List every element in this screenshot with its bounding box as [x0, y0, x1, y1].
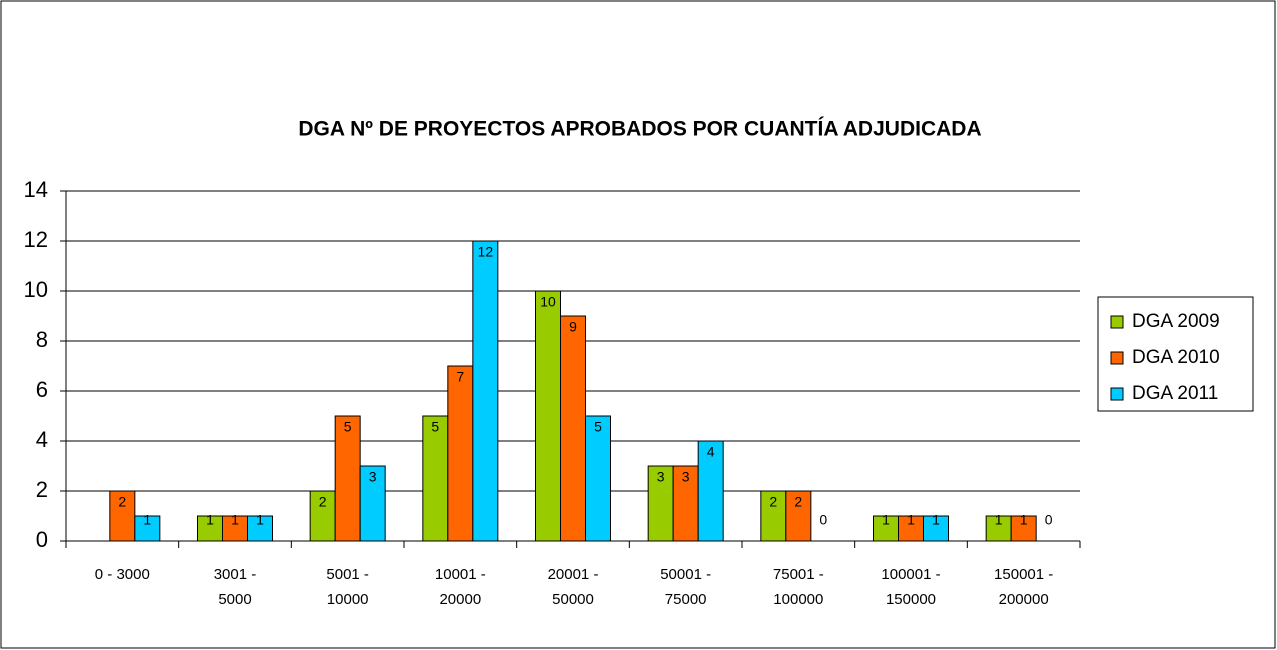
bar	[785, 490, 812, 542]
bar	[197, 515, 223, 542]
y-tick-label: 14	[24, 177, 48, 202]
data-label: 5	[431, 419, 439, 435]
bar	[585, 415, 611, 542]
legend-swatch	[1110, 315, 1124, 329]
bar	[873, 515, 899, 542]
bar	[672, 465, 699, 542]
bar	[422, 415, 449, 542]
data-label: 2	[319, 494, 327, 510]
x-tick-label-line: 10000	[327, 591, 369, 608]
x-tick-label-line: 20001 -	[548, 566, 599, 583]
bar	[560, 315, 586, 542]
x-tick-label-line: 150000	[886, 591, 936, 608]
data-label: 3	[657, 469, 665, 485]
data-label: 3	[369, 469, 377, 485]
y-tick-label: 0	[36, 527, 48, 552]
x-tick-label-line: 10001 -	[435, 566, 486, 583]
legend-box	[1097, 296, 1254, 412]
data-label: 1	[882, 512, 890, 528]
x-tick-label: 100001 - 150000	[881, 566, 940, 608]
bar	[247, 515, 273, 542]
bar	[923, 515, 949, 542]
bar	[109, 490, 136, 542]
data-label: 5	[594, 419, 602, 435]
data-label: 1	[256, 512, 264, 528]
x-tick-label: 20001 - 50000	[548, 566, 599, 608]
x-tick-label-line: 5001 -	[326, 566, 369, 583]
bar	[447, 365, 474, 542]
data-label: 2	[769, 494, 777, 510]
x-tick-label: 150001 - 200000	[994, 566, 1053, 608]
data-label: 1	[1020, 512, 1028, 528]
bar	[985, 515, 1012, 542]
x-tick-label: 75001 - 100000	[773, 566, 824, 608]
data-label: 0	[1045, 512, 1053, 528]
data-label: 1	[231, 512, 239, 528]
y-tick-label: 10	[24, 277, 48, 302]
x-tick-label-line: 100000	[773, 591, 823, 608]
y-tick-label: 6	[36, 377, 48, 402]
x-tick-label-line: 75000	[665, 591, 707, 608]
bar	[359, 465, 386, 542]
bar	[1010, 515, 1037, 542]
bar	[535, 290, 561, 542]
x-tick-label-line: 200000	[999, 591, 1049, 608]
bar	[334, 415, 361, 542]
bar	[472, 240, 499, 542]
data-label: 10	[540, 294, 556, 310]
chart-title: DGA Nº DE PROYECTOS APROBADOS POR CUANTÍ…	[298, 118, 981, 141]
legend-label: DGA 2010	[1132, 347, 1220, 368]
bar	[134, 515, 161, 542]
data-label: 1	[143, 512, 151, 528]
x-tick-label: 3001 - 5000	[214, 566, 257, 608]
bar	[647, 465, 674, 542]
bar	[697, 440, 724, 542]
bar	[898, 515, 924, 542]
x-tick-label-line: 75001 -	[773, 566, 824, 583]
data-label: 2	[794, 494, 802, 510]
data-label: 1	[995, 512, 1003, 528]
legend-swatch	[1110, 387, 1124, 401]
y-tick-label: 12	[24, 227, 48, 252]
data-label: 1	[206, 512, 214, 528]
x-tick-label: 50001 - 75000	[660, 566, 711, 608]
data-label: 1	[907, 512, 915, 528]
x-tick-label-line: 100001 -	[881, 566, 940, 583]
x-tick-label-line: 0 - 3000	[95, 566, 150, 583]
y-tick-label: 2	[36, 477, 48, 502]
legend-swatch	[1110, 351, 1124, 365]
y-tick-label: 4	[36, 427, 48, 452]
legend-label: DGA 2009	[1132, 311, 1220, 332]
data-label: 7	[456, 369, 464, 385]
x-tick-label: 5001 - 10000	[326, 566, 369, 608]
legend-label: DGA 2011	[1132, 383, 1218, 404]
x-tick-label: 10001 - 20000	[435, 566, 486, 608]
x-tick-label-line: 50000	[552, 591, 594, 608]
y-tick-label: 8	[36, 327, 48, 352]
bar	[760, 490, 787, 542]
data-label: 1	[932, 512, 940, 528]
data-label: 5	[344, 419, 352, 435]
x-tick-label: 0 - 3000	[95, 566, 150, 583]
x-tick-label-line: 20000	[439, 591, 481, 608]
data-label: 3	[682, 469, 690, 485]
x-tick-label-line: 3001 -	[214, 566, 257, 583]
x-tick-label-line: 150001 -	[994, 566, 1053, 583]
x-tick-label-line: 50001 -	[660, 566, 711, 583]
data-label: 9	[569, 319, 577, 335]
data-label: 0	[819, 512, 827, 528]
data-label: 12	[478, 244, 494, 260]
data-label: 4	[707, 444, 715, 460]
data-label: 2	[118, 494, 126, 510]
x-tick-label-line: 5000	[218, 591, 251, 608]
